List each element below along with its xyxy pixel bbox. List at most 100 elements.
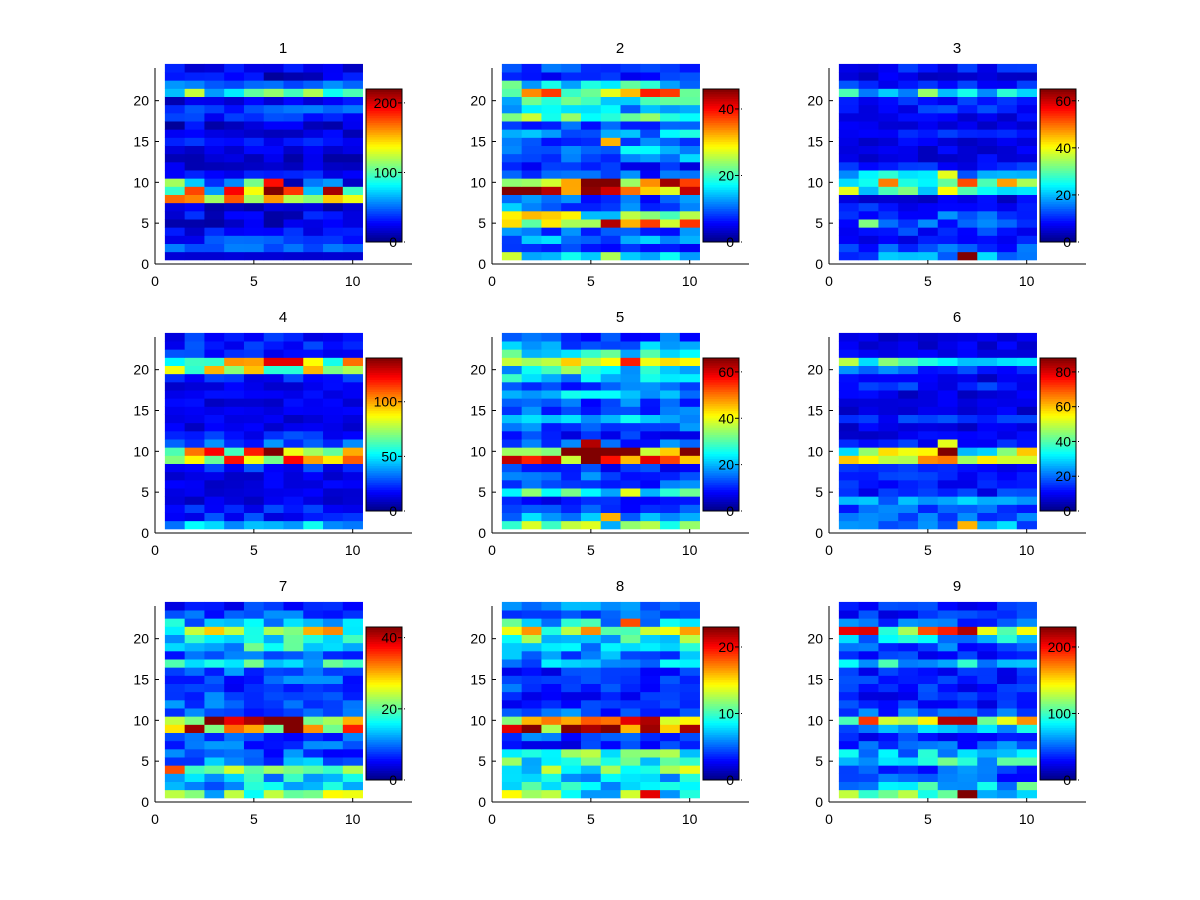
colorbar-step bbox=[366, 751, 402, 755]
heatmap-cell bbox=[342, 332, 363, 342]
heatmap-cell bbox=[243, 341, 265, 350]
heatmap-cell bbox=[243, 88, 265, 97]
heatmap-cell bbox=[342, 610, 363, 619]
heatmap-cell bbox=[580, 447, 602, 456]
heatmap-cell bbox=[600, 137, 621, 146]
heatmap-cell bbox=[600, 170, 621, 179]
heatmap-cell bbox=[323, 496, 344, 505]
heatmap-cell bbox=[541, 699, 562, 709]
heatmap-cell bbox=[521, 121, 542, 130]
colorbar-step bbox=[703, 117, 739, 121]
heatmap-cell bbox=[561, 414, 582, 424]
heatmap-cell bbox=[997, 414, 1018, 424]
subplot-title: 7 bbox=[279, 578, 287, 595]
colorbar-step bbox=[1040, 487, 1076, 490]
colorbar-step bbox=[366, 477, 402, 481]
heatmap-cell bbox=[323, 170, 344, 179]
heatmap-cell bbox=[561, 471, 582, 481]
colorbar-step bbox=[703, 467, 739, 471]
heatmap-cell bbox=[323, 349, 344, 358]
heatmap-cell bbox=[164, 88, 186, 97]
heatmap-cell bbox=[580, 773, 602, 782]
heatmap-cell bbox=[1016, 773, 1037, 782]
heatmap-cell bbox=[858, 112, 879, 122]
heatmap-cell bbox=[323, 72, 344, 81]
heatmap-cell bbox=[184, 63, 205, 73]
heatmap-cell bbox=[561, 235, 582, 244]
heatmap-cell bbox=[858, 145, 879, 155]
heatmap-cell bbox=[323, 773, 344, 782]
colorbar-step bbox=[1040, 369, 1076, 373]
heatmap-cell bbox=[204, 357, 225, 366]
heatmap-cell bbox=[323, 488, 344, 497]
heatmap-cell bbox=[917, 618, 939, 627]
heatmap-cell bbox=[640, 96, 661, 106]
colorbar-step bbox=[366, 475, 402, 479]
heatmap-cell bbox=[858, 439, 879, 448]
heatmap-cell bbox=[342, 773, 363, 782]
heatmap-cell bbox=[937, 601, 958, 611]
colorbar-step bbox=[366, 148, 402, 152]
heatmap-cell bbox=[501, 227, 523, 236]
heatmap-cell bbox=[263, 447, 284, 456]
heatmap-cell bbox=[898, 781, 919, 791]
heatmap-cell bbox=[977, 675, 998, 684]
heatmap-cell bbox=[243, 463, 265, 473]
heatmap-cell bbox=[580, 430, 602, 440]
y-tick-label: 5 bbox=[478, 215, 486, 231]
heatmap-cell bbox=[679, 659, 700, 668]
heatmap-cell bbox=[243, 422, 265, 432]
heatmap-cell bbox=[600, 732, 621, 742]
heatmap-cell bbox=[521, 243, 542, 253]
heatmap-cell bbox=[937, 63, 958, 73]
heatmap-cell bbox=[561, 365, 582, 375]
heatmap-cell bbox=[204, 332, 225, 342]
heatmap-cell bbox=[977, 112, 998, 122]
heatmap-cell bbox=[323, 463, 344, 473]
colorbar-step bbox=[703, 124, 739, 128]
heatmap-cell bbox=[224, 691, 245, 701]
heatmap-cell bbox=[521, 80, 542, 89]
colorbar-step bbox=[366, 672, 402, 676]
heatmap-cell bbox=[561, 153, 582, 163]
colorbar-step bbox=[366, 384, 402, 388]
heatmap-cell bbox=[937, 618, 958, 627]
heatmap-cell bbox=[342, 642, 363, 652]
heatmap-cell bbox=[838, 145, 860, 155]
heatmap-cell bbox=[204, 414, 225, 424]
heatmap-cell bbox=[917, 414, 939, 424]
heatmap-cell bbox=[858, 740, 879, 750]
heatmap-cell bbox=[263, 610, 284, 619]
heatmap-cell bbox=[600, 724, 621, 733]
heatmap-cell bbox=[878, 210, 899, 220]
heatmap-cell bbox=[501, 145, 523, 155]
heatmap-cell bbox=[898, 455, 919, 464]
heatmap-cell bbox=[263, 332, 284, 342]
heatmap-cell bbox=[878, 235, 899, 244]
colorbar-step bbox=[1040, 98, 1076, 102]
colorbar-step bbox=[366, 401, 402, 404]
heatmap-cell bbox=[838, 789, 860, 799]
heatmap-cell bbox=[224, 422, 245, 432]
colorbar-step bbox=[366, 489, 402, 493]
heatmap-cell bbox=[858, 463, 879, 473]
heatmap-cell bbox=[858, 504, 879, 513]
heatmap-cell bbox=[303, 512, 324, 522]
colorbar-tick-label: 0 bbox=[389, 234, 397, 250]
heatmap-cell bbox=[541, 789, 562, 799]
heatmap-cell bbox=[660, 512, 681, 522]
heatmap-cell bbox=[243, 349, 265, 358]
colorbar-step bbox=[366, 448, 402, 452]
colorbar-step bbox=[703, 222, 739, 226]
heatmap-cell bbox=[878, 471, 899, 481]
heatmap-cell bbox=[224, 406, 245, 415]
colorbar-step bbox=[703, 151, 739, 155]
heatmap-cell bbox=[957, 659, 978, 668]
heatmap-cell bbox=[342, 781, 363, 791]
heatmap-cell bbox=[501, 365, 523, 375]
heatmap-cell bbox=[679, 63, 700, 73]
heatmap-cell bbox=[878, 463, 899, 473]
heatmap-cell bbox=[243, 471, 265, 481]
colorbar-step bbox=[703, 715, 739, 719]
